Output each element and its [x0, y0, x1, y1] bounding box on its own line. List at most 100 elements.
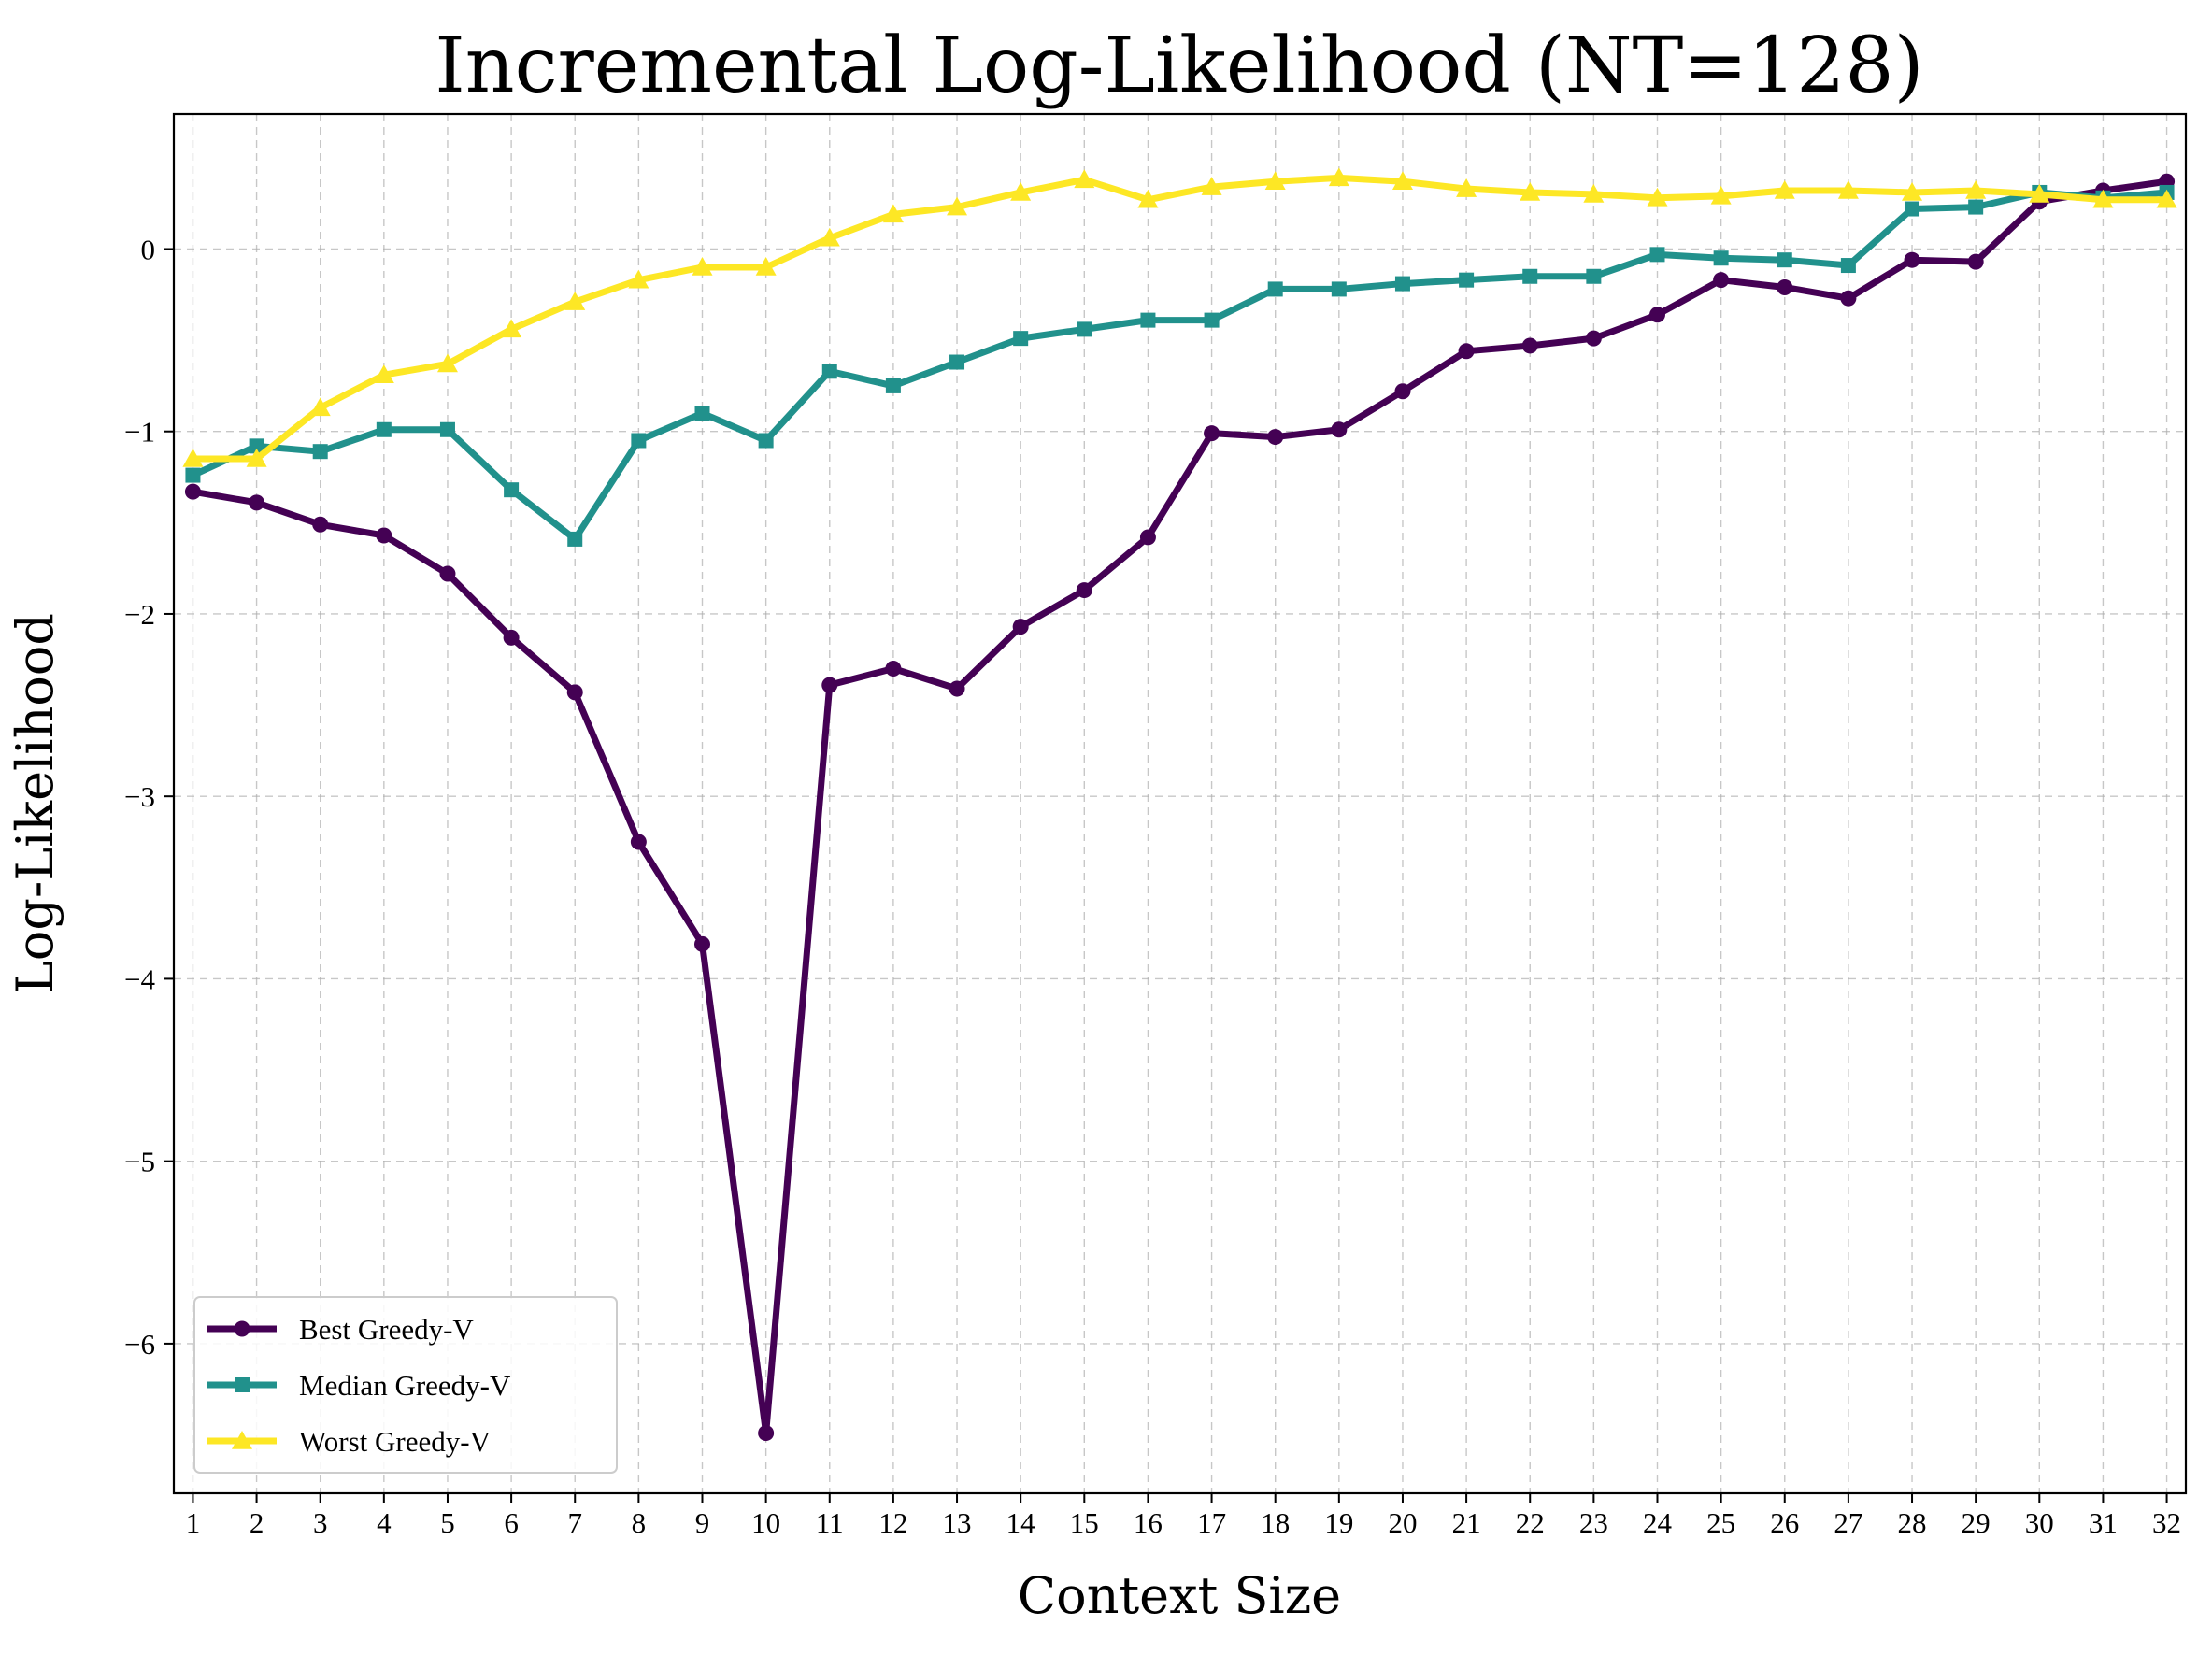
data-point — [1077, 321, 1092, 337]
data-point — [1648, 307, 1665, 323]
data-point — [1394, 276, 1410, 292]
data-point — [1458, 343, 1475, 360]
data-point — [1649, 247, 1665, 263]
data-point — [1076, 582, 1092, 599]
legend-marker — [234, 1320, 250, 1337]
y-tick-label: 0 — [141, 233, 156, 265]
data-point — [503, 629, 520, 646]
data-point — [1710, 185, 1732, 205]
data-point — [1521, 337, 1538, 354]
x-tick-label: 22 — [1516, 1506, 1545, 1539]
data-point — [1968, 199, 1984, 215]
data-point — [249, 494, 265, 511]
x-tick-label: 2 — [250, 1506, 264, 1539]
data-point — [1264, 171, 1286, 191]
data-point — [1137, 189, 1159, 208]
x-tick-label: 5 — [440, 1506, 455, 1539]
data-point — [947, 196, 968, 216]
data-point — [758, 433, 774, 449]
data-point — [821, 677, 838, 693]
legend-box — [193, 1296, 618, 1474]
x-tick-label: 3 — [313, 1506, 328, 1539]
data-point — [567, 531, 583, 547]
data-point — [1713, 272, 1730, 289]
data-point — [439, 565, 456, 582]
x-tick-label: 15 — [1070, 1506, 1099, 1539]
x-tick-label: 31 — [2089, 1506, 2118, 1539]
data-point — [949, 680, 965, 697]
data-point — [436, 353, 458, 373]
x-tick-label: 1 — [186, 1506, 201, 1539]
data-point — [246, 449, 267, 467]
data-point — [1586, 268, 1602, 284]
data-point — [631, 433, 647, 449]
data-point — [1267, 281, 1283, 297]
x-tick-label: 19 — [1324, 1506, 1353, 1539]
series-median-greedy-v — [185, 184, 2175, 547]
x-tick-label: 7 — [567, 1506, 582, 1539]
x-tick-label: 29 — [1962, 1506, 1991, 1539]
data-point — [1522, 268, 1538, 284]
data-point — [694, 406, 710, 421]
data-point — [1774, 180, 1795, 199]
data-point — [312, 516, 329, 533]
x-tick-label: 13 — [943, 1506, 972, 1539]
legend-marker — [235, 1377, 250, 1392]
series-line-best-greedy-v — [189, 178, 2171, 1437]
y-tick-label: −3 — [124, 780, 155, 813]
x-tick-label: 21 — [1452, 1506, 1481, 1539]
y-axis-label: Log-Likelihood — [6, 613, 64, 994]
x-tick-label: 14 — [1006, 1506, 1036, 1539]
data-point — [1204, 312, 1220, 328]
legend-entry: Worst Greedy-V — [207, 1425, 492, 1458]
data-point — [1777, 278, 1793, 295]
y-tick-label: −6 — [124, 1328, 155, 1361]
data-point — [630, 834, 647, 850]
data-point — [501, 319, 522, 338]
data-point — [1459, 272, 1475, 288]
data-point — [1967, 253, 1984, 270]
data-point — [249, 438, 264, 454]
data-point — [1585, 330, 1602, 347]
data-point — [1583, 183, 1605, 203]
data-point — [1012, 619, 1029, 635]
x-tick-label: 18 — [1261, 1506, 1290, 1539]
legend-marker — [232, 1431, 252, 1449]
data-point — [504, 482, 520, 498]
legend-entry: Best Greedy-V — [207, 1313, 474, 1346]
data-point — [1840, 258, 1856, 274]
data-point — [376, 421, 392, 437]
data-point — [182, 449, 204, 467]
axis-ticks: 1 2 3 4 5 6 7 8 9 10 11 12 13 14 15 16 17 18 19 20 21 22 23 24 2… — [124, 233, 2181, 1539]
data-point — [755, 257, 777, 276]
x-tick-label: 12 — [878, 1506, 907, 1539]
y-tick-label: −1 — [124, 416, 155, 449]
data-point — [376, 527, 392, 544]
data-point — [439, 421, 455, 437]
data-point — [1201, 177, 1222, 195]
data-point — [2029, 183, 2050, 203]
x-tick-label: 4 — [377, 1506, 392, 1539]
data-point — [821, 364, 837, 379]
x-tick-label: 8 — [632, 1506, 647, 1539]
y-tick-label: −2 — [124, 598, 155, 631]
x-tick-label: 16 — [1134, 1506, 1163, 1539]
x-tick-label: 11 — [816, 1506, 844, 1539]
data-point — [692, 257, 713, 276]
series-best-greedy-v — [184, 173, 2176, 1442]
x-tick-label: 10 — [751, 1506, 780, 1539]
plot-frame — [172, 112, 2188, 1495]
data-point — [1965, 180, 1987, 199]
x-tick-label: 9 — [695, 1506, 710, 1539]
data-point — [1456, 178, 1477, 197]
x-tick-label: 28 — [1898, 1506, 1927, 1539]
x-tick-label: 24 — [1643, 1506, 1673, 1539]
data-point — [1647, 187, 1668, 207]
data-point — [2092, 189, 2114, 208]
data-point — [1074, 169, 1095, 189]
data-point — [885, 661, 902, 677]
legend-label: Best Greedy-V — [299, 1313, 474, 1346]
data-point — [1394, 383, 1411, 400]
series-line-median-greedy-v — [189, 189, 2171, 543]
data-point — [1013, 331, 1029, 347]
